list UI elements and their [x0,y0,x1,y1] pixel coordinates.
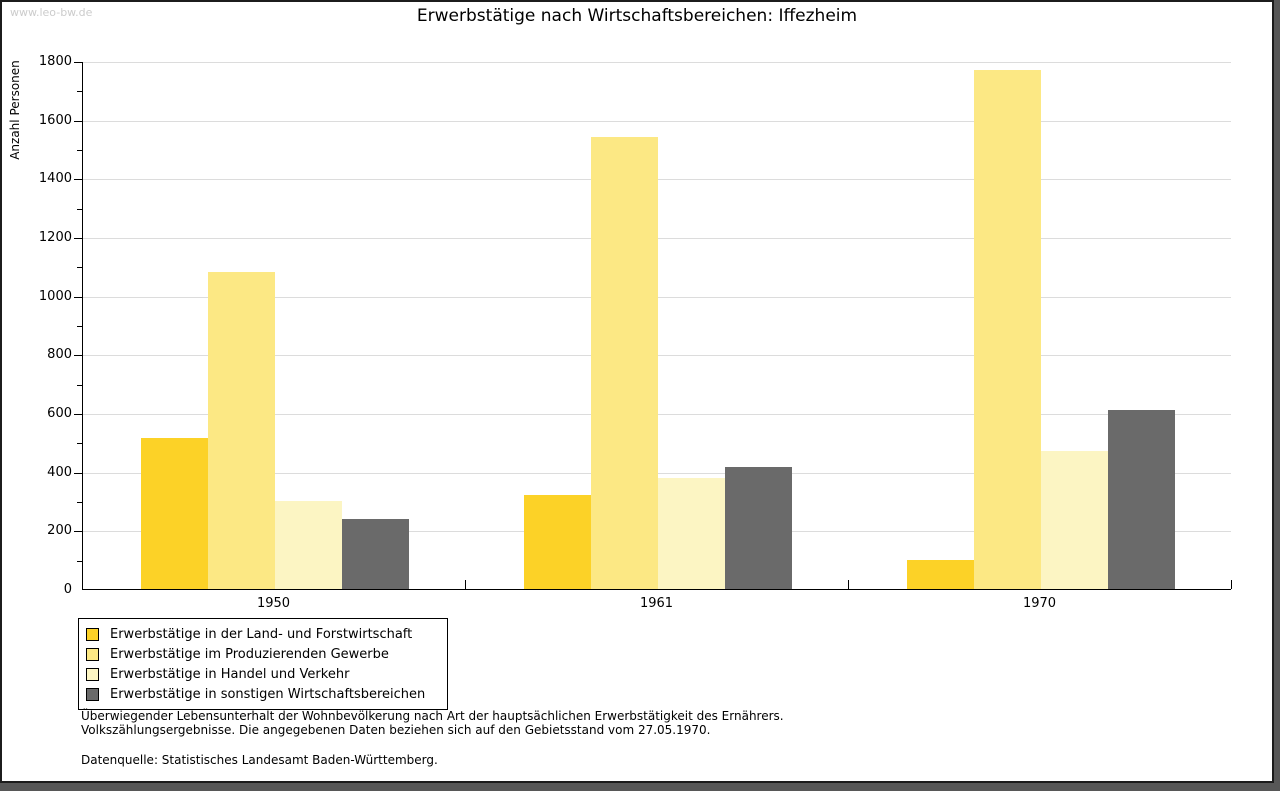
y-tick-400 [74,472,82,474]
y-tick-label-800: 800 [47,347,72,363]
bar-1961-series3 [657,477,725,589]
bar-1970-series3 [1040,451,1108,589]
gridline-1600 [83,120,1231,122]
plot-area [82,62,1232,590]
x-boundary-tick-2 [848,580,849,589]
legend-item-4: Erwerbstätige in sonstigen Wirtschaftsbe… [86,684,439,704]
x-boundary-tick-3 [1231,580,1232,589]
y-tick-1200 [74,238,82,239]
y-minor-tick-100 [77,560,82,562]
y-minor-tick-1700 [77,91,82,93]
y-tick-label-1800: 1800 [38,54,72,69]
y-tick-label-200: 200 [47,523,72,539]
y-minor-tick-300 [77,502,82,503]
footnote-source: Datenquelle: Statistisches Landesamt Bad… [81,753,438,767]
y-tick-label-1000: 1000 [38,288,72,304]
y-minor-tick-1300 [77,208,82,210]
y-tick-label-400: 400 [47,464,72,480]
y-tick-1000 [74,296,82,298]
y-axis-label: Anzahl Personen [8,60,22,160]
y-tick-label-1400: 1400 [38,171,72,187]
y-minor-tick-700 [77,384,82,386]
legend-swatch-icon [86,627,99,641]
bar-1950-series4 [341,518,409,589]
footnote-line: Überwiegender Lebensunterhalt der Wohnbe… [81,709,784,723]
bar-1961-series4 [724,467,792,589]
y-tick-1600 [74,120,82,122]
bar-1950-series2 [207,272,275,589]
footnote-line: Volkszählungsergebnisse. Die angegebenen… [81,722,711,737]
x-boundary-tick-1 [465,580,466,589]
bar-1970-series4 [1107,410,1175,589]
legend-label: Erwerbstätige im Produzierenden Gewerbe [110,646,389,662]
legend-swatch-icon [86,687,99,701]
legend-item-3: Erwerbstätige in Handel und Verkehr [86,664,439,684]
y-minor-tick-1100 [77,267,82,269]
legend-item-2: Erwerbstätige im Produzierenden Gewerbe [86,644,439,664]
x-category-label-1961: 1961 [639,596,674,611]
legend-swatch-icon [86,667,99,681]
legend-label: Erwerbstätige in sonstigen Wirtschaftsbe… [110,686,426,702]
legend-swatch-icon [86,647,99,661]
y-minor-tick-1500 [77,150,82,151]
x-category-label-1950: 1950 [256,596,291,611]
footnotes: Überwiegender Lebensunterhalt der Wohnbe… [81,709,784,768]
y-tick-1800 [74,62,82,63]
bar-1950-series3 [274,501,342,589]
y-minor-tick-500 [77,443,82,445]
page-title: Erwerbstätige nach Wirtschaftsbereichen:… [416,6,858,26]
y-tick-label-600: 600 [47,406,72,421]
y-tick-label-1600: 1600 [38,112,72,128]
bar-1950-series1 [140,437,208,589]
y-tick-600 [74,414,82,415]
y-tick-1400 [74,179,82,181]
y-tick-200 [74,531,82,533]
bar-1970-series1 [906,559,974,589]
y-minor-tick-900 [77,326,82,327]
bar-1961-series2 [590,137,658,589]
legend-label: Erwerbstätige in der Land- und Forstwirt… [110,626,413,642]
x-category-label-1970: 1970 [1022,596,1057,611]
y-tick-label-1200: 1200 [38,230,72,245]
y-tick-800 [74,355,82,357]
watermark-url: www.leo-bw.de [10,6,93,19]
bar-1961-series1 [523,495,591,589]
legend-item-1: Erwerbstätige in der Land- und Forstwirt… [86,624,439,644]
legend-label: Erwerbstätige in Handel und Verkehr [110,666,350,682]
gridline-1800 [83,62,1231,63]
chart-legend: Erwerbstätige in der Land- und Forstwirt… [78,618,448,710]
bar-1970-series2 [973,69,1041,589]
y-tick-label-0: 0 [63,582,72,597]
